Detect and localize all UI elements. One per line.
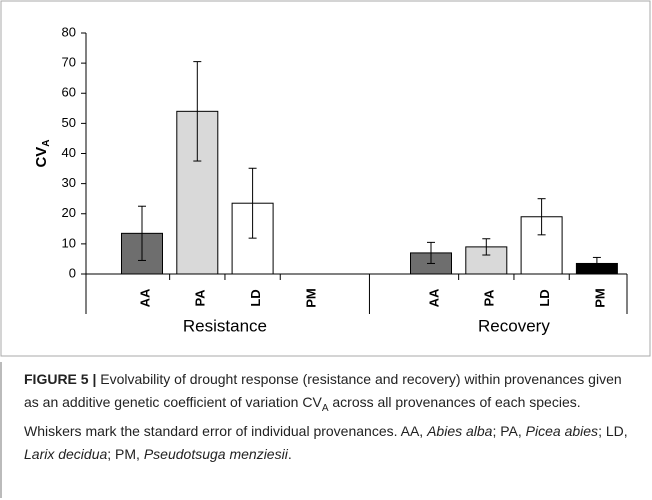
caption-sub: A (321, 402, 329, 414)
x-tick-label: AA (426, 288, 441, 307)
y-tick-label: 40 (62, 145, 76, 160)
x-group-label: Recovery (478, 316, 550, 335)
y-tick-label: 10 (62, 235, 76, 250)
caption-italic: Larix decidua (24, 445, 108, 462)
y-tick-label: 20 (62, 205, 76, 220)
x-tick-label: PA (482, 289, 497, 307)
y-tick-label: 70 (62, 55, 76, 70)
caption-normal: across all provenances of each species. … (24, 394, 581, 439)
x-tick-label: LD (537, 289, 552, 306)
x-group-label: Resistance (183, 316, 267, 335)
y-tick-label: 0 (69, 265, 76, 280)
y-tick-label: 60 (62, 85, 76, 100)
caption-italic: Picea abies (525, 422, 599, 439)
caption-bold: FIGURE 5 | (24, 371, 97, 387)
y-tick-label: 50 (62, 115, 76, 130)
caption: FIGURE 5 | Evolvability of drought respo… (0, 362, 628, 498)
y-label-main: CV (33, 147, 50, 168)
x-tick-label: PA (193, 289, 208, 307)
y-tick-label: 80 (62, 24, 76, 39)
caption-italic: Pseudotsuga menziesii (143, 445, 288, 462)
caption-normal: . (287, 445, 292, 462)
caption-normal: ; PM, (107, 445, 144, 462)
caption-normal: ; LD, (598, 422, 628, 439)
y-label-sub: A (41, 139, 52, 146)
x-tick-label: PM (592, 288, 607, 308)
y-axis-label: CVA (33, 139, 52, 167)
chart-frame (0, 0, 651, 357)
x-tick-label: PM (303, 288, 318, 308)
caption-normal: ; PA, (492, 422, 526, 439)
x-tick-label: AA (137, 288, 152, 307)
caption-italic: Abies alba (427, 422, 493, 439)
x-tick-label: LD (248, 289, 263, 306)
y-tick-label: 30 (62, 175, 76, 190)
caption-normal: Evolvability of drought response (resist… (24, 371, 622, 410)
